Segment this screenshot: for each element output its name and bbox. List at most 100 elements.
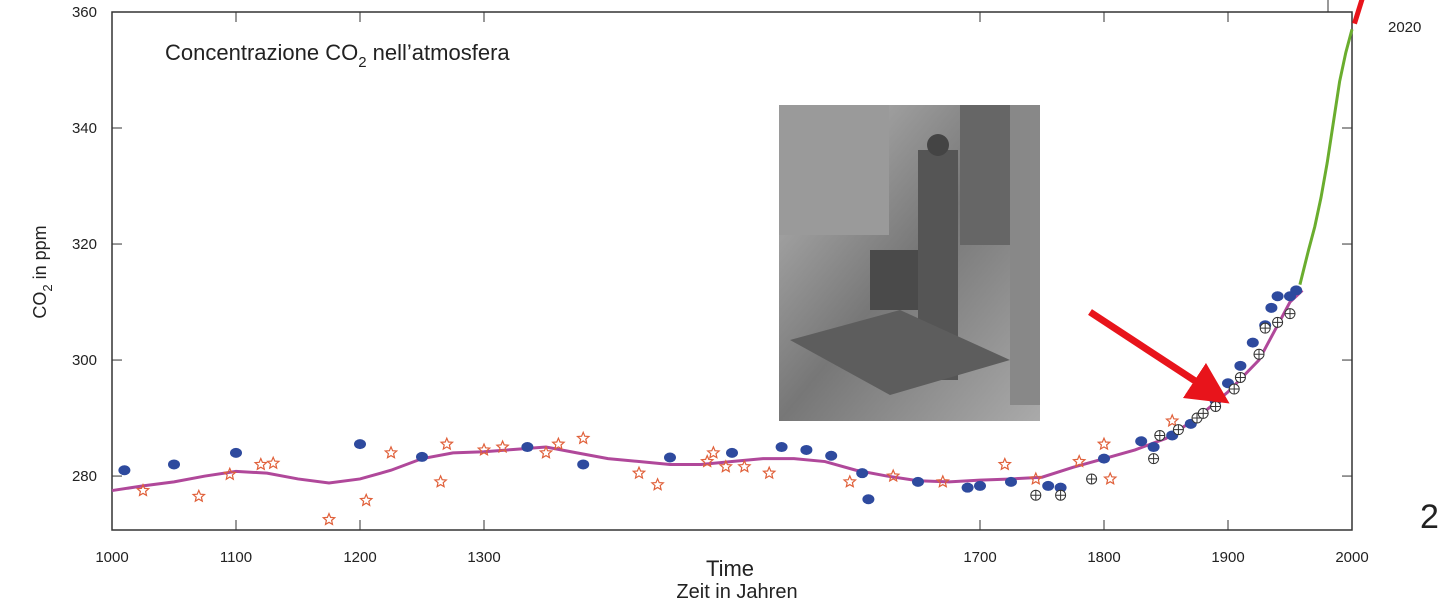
data-star — [551, 436, 566, 451]
data-star — [476, 442, 492, 457]
data-crossed-circle — [1259, 322, 1271, 334]
x-tick-label: 2000 — [1335, 549, 1368, 566]
series-line — [1352, 0, 1365, 25]
data-star — [762, 465, 777, 480]
chart-title: Concentrazione CO2 nell’atmosfera — [165, 40, 510, 71]
data-star — [495, 439, 510, 454]
x-tick-label: 1700 — [963, 549, 996, 566]
x-tick-label: 1100 — [220, 549, 252, 566]
cross-part — [1285, 308, 1295, 319]
cross-part — [1030, 490, 1041, 501]
data-star — [997, 456, 1012, 471]
data-dot — [1098, 453, 1110, 464]
cross-part — [1260, 323, 1271, 334]
data-dot — [168, 459, 180, 470]
data-star — [1096, 436, 1112, 451]
data-star — [737, 459, 752, 473]
cross-part — [1235, 372, 1246, 383]
y-tick-label: 300 — [72, 352, 97, 369]
x-tick-label: 1200 — [343, 549, 376, 566]
data-star — [439, 436, 454, 451]
y-tick-label: 280 — [72, 468, 97, 485]
cross-part — [1154, 430, 1165, 441]
data-dot — [800, 444, 813, 455]
side-label: 2 — [1420, 498, 1439, 536]
data-star — [1103, 471, 1118, 486]
data-dot — [961, 482, 974, 493]
data-dot — [1135, 436, 1148, 447]
data-dot — [1042, 480, 1055, 491]
arrow — [1088, 309, 1230, 404]
photo — [779, 105, 1040, 421]
cross-part — [1254, 349, 1264, 360]
data-crossed-circle — [1148, 453, 1160, 465]
x-axis-label: Zeit in Jahren — [676, 581, 797, 603]
data-dot — [1054, 482, 1067, 493]
data-crossed-circle — [1284, 308, 1296, 320]
cross-part — [1229, 384, 1240, 395]
data-crossed-circle — [1197, 407, 1209, 419]
data-crossed-circle — [1086, 473, 1098, 485]
series-line — [1298, 29, 1354, 285]
cross-part — [1198, 408, 1209, 419]
corner-label: 2020 — [1388, 19, 1421, 36]
data-star — [321, 512, 337, 526]
data-dot — [775, 442, 788, 453]
data-dot — [862, 494, 875, 505]
data-crossed-circle — [1172, 424, 1184, 436]
data-dot — [1265, 302, 1278, 313]
data-dot — [664, 452, 676, 463]
data-dot — [354, 439, 366, 450]
data-dot — [974, 480, 986, 491]
data-star — [222, 466, 237, 481]
cross-part — [1173, 424, 1184, 435]
x-tick-label: 1000 — [95, 549, 128, 566]
data-star — [135, 483, 151, 497]
data-star — [886, 468, 901, 483]
data-star — [700, 454, 715, 468]
data-star — [935, 474, 950, 488]
data-crossed-circle — [1055, 489, 1067, 501]
data-star — [433, 474, 448, 488]
x-tick-label: 1800 — [1087, 549, 1120, 566]
data-star — [631, 465, 647, 480]
data-star — [383, 445, 399, 459]
data-dot — [1271, 291, 1284, 302]
data-dot — [1290, 285, 1303, 296]
data-star — [842, 474, 857, 488]
x-tick-label: 1300 — [467, 549, 500, 566]
data-crossed-circle — [1253, 348, 1265, 360]
data-dot — [1234, 360, 1247, 371]
data-dot — [726, 447, 738, 458]
data-dot — [856, 468, 869, 479]
y-tick-label: 360 — [72, 4, 97, 21]
data-crossed-circle — [1228, 383, 1240, 395]
y-axis-label: CO2 in ppm — [30, 225, 55, 318]
data-dot — [416, 451, 428, 462]
cross-part — [1148, 453, 1159, 464]
data-crossed-circle — [1030, 489, 1042, 501]
data-dot — [1147, 442, 1160, 453]
data-dot — [825, 450, 838, 461]
data-star — [1028, 471, 1043, 486]
data-star — [718, 459, 733, 473]
data-dot — [230, 447, 242, 458]
data-dot — [521, 442, 534, 453]
data-star — [359, 492, 374, 507]
y-tick-label: 320 — [72, 236, 97, 253]
data-dot — [577, 459, 590, 470]
data-star — [253, 456, 268, 471]
data-crossed-circle — [1234, 371, 1246, 383]
y-tick-label: 340 — [72, 120, 97, 137]
cross-part — [1272, 317, 1283, 328]
label-cover — [588, 533, 858, 581]
data-star — [266, 455, 281, 470]
data-star — [1165, 413, 1180, 428]
x-tick-label: 1900 — [1211, 549, 1244, 566]
x-overlay-label: Time — [706, 556, 754, 581]
data-dot — [912, 476, 924, 487]
data-star — [1072, 454, 1087, 468]
data-star — [576, 430, 591, 445]
data-crossed-circle — [1272, 316, 1284, 328]
